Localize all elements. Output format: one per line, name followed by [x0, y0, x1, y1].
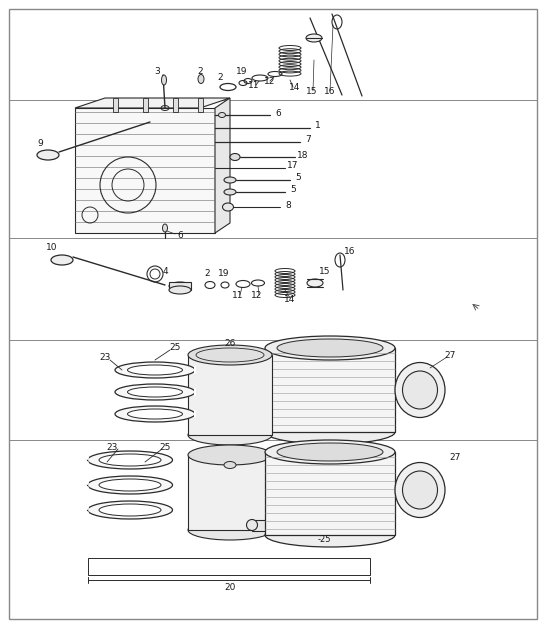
Ellipse shape	[115, 362, 195, 378]
Text: 5: 5	[295, 173, 301, 183]
Ellipse shape	[198, 75, 204, 84]
Ellipse shape	[51, 255, 73, 265]
Bar	[173, 98, 178, 112]
Text: 5: 5	[290, 185, 296, 195]
Ellipse shape	[188, 345, 272, 365]
Text: 14: 14	[284, 296, 296, 305]
Ellipse shape	[219, 112, 226, 117]
Ellipse shape	[224, 177, 236, 183]
Ellipse shape	[169, 282, 191, 290]
Ellipse shape	[403, 371, 438, 409]
Text: 6: 6	[275, 109, 281, 117]
Text: 2: 2	[197, 67, 203, 77]
Ellipse shape	[277, 339, 383, 357]
Polygon shape	[215, 98, 230, 233]
Text: 25: 25	[169, 344, 181, 352]
Ellipse shape	[162, 224, 167, 232]
Text: 27: 27	[449, 453, 461, 462]
Text: 20: 20	[225, 583, 235, 592]
Bar	[113, 98, 118, 112]
Ellipse shape	[128, 365, 183, 375]
Text: 3: 3	[154, 67, 160, 77]
Polygon shape	[75, 98, 230, 108]
Text: 14: 14	[289, 84, 301, 92]
Ellipse shape	[265, 336, 395, 360]
Text: 9: 9	[37, 139, 43, 148]
Text: 6: 6	[177, 230, 183, 239]
Ellipse shape	[224, 462, 236, 468]
Text: 1: 1	[315, 121, 321, 131]
Text: 18: 18	[297, 151, 309, 160]
Ellipse shape	[224, 189, 236, 195]
Ellipse shape	[265, 523, 395, 547]
Text: 8: 8	[285, 200, 291, 210]
Ellipse shape	[230, 153, 240, 161]
Text: 17: 17	[287, 161, 299, 170]
Ellipse shape	[169, 286, 191, 294]
Text: 25: 25	[159, 443, 171, 452]
Bar	[75, 108, 215, 233]
Ellipse shape	[128, 409, 183, 419]
Text: 15: 15	[319, 268, 331, 276]
Ellipse shape	[307, 279, 323, 287]
Text: 23: 23	[99, 354, 111, 362]
Text: 12: 12	[264, 77, 276, 87]
Bar	[252, 520, 287, 531]
Ellipse shape	[188, 445, 272, 465]
Bar	[198, 98, 203, 112]
Ellipse shape	[395, 462, 445, 517]
Ellipse shape	[188, 520, 272, 540]
Ellipse shape	[265, 420, 395, 444]
Text: 10: 10	[46, 244, 58, 252]
Ellipse shape	[282, 519, 293, 531]
Text: 16: 16	[344, 247, 356, 256]
Ellipse shape	[88, 501, 173, 519]
Ellipse shape	[306, 34, 322, 42]
Bar	[265, 348, 395, 432]
Text: 16: 16	[324, 87, 336, 97]
Text: 26: 26	[225, 338, 235, 347]
Bar	[143, 98, 148, 112]
Ellipse shape	[188, 425, 272, 445]
Ellipse shape	[115, 406, 195, 422]
Ellipse shape	[88, 451, 173, 469]
Text: 15: 15	[306, 87, 318, 97]
Ellipse shape	[395, 362, 445, 418]
Bar	[169, 282, 191, 290]
Ellipse shape	[88, 476, 173, 494]
Bar	[88, 558, 370, 575]
Ellipse shape	[265, 440, 395, 464]
Ellipse shape	[403, 471, 438, 509]
Text: 27: 27	[444, 350, 456, 359]
Text: 4: 4	[162, 268, 168, 276]
Ellipse shape	[99, 504, 161, 516]
Ellipse shape	[37, 150, 59, 160]
Text: 11: 11	[232, 291, 244, 301]
Text: 19: 19	[236, 67, 248, 77]
Bar	[188, 455, 272, 530]
Ellipse shape	[99, 479, 161, 491]
Ellipse shape	[277, 443, 383, 461]
Text: 7: 7	[305, 136, 311, 144]
Ellipse shape	[161, 75, 167, 85]
Text: 19: 19	[218, 269, 230, 278]
Text: -25: -25	[317, 536, 331, 544]
Ellipse shape	[128, 387, 183, 397]
Bar	[265, 452, 395, 535]
Text: 12: 12	[251, 291, 263, 301]
Ellipse shape	[99, 454, 161, 466]
Text: 2: 2	[217, 73, 223, 82]
Text: 23: 23	[106, 443, 118, 452]
Text: 11: 11	[249, 82, 260, 90]
Ellipse shape	[246, 519, 257, 531]
Ellipse shape	[115, 384, 195, 400]
Ellipse shape	[222, 203, 233, 211]
Bar	[188, 355, 272, 435]
Text: 2: 2	[204, 269, 210, 278]
